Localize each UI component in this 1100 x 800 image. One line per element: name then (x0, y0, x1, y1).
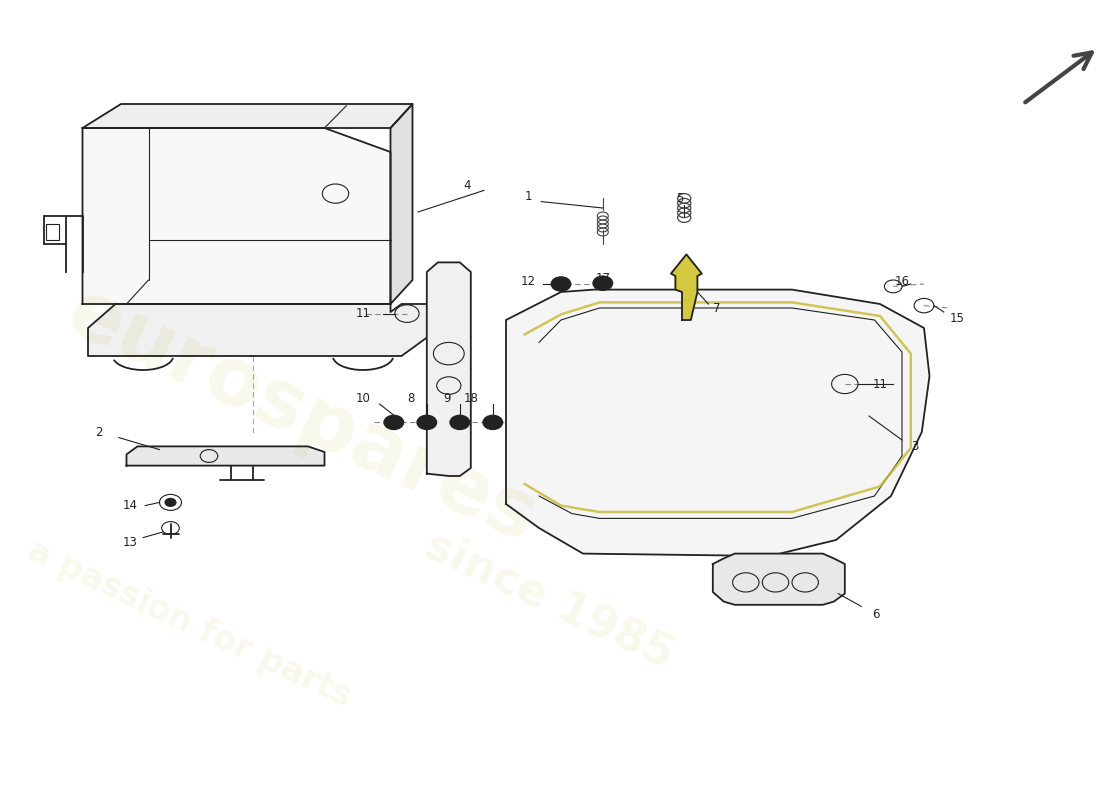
Text: 3: 3 (912, 440, 918, 453)
Text: 4: 4 (464, 179, 471, 192)
Polygon shape (427, 262, 471, 476)
Text: eurospares: eurospares (55, 273, 550, 559)
Text: 11: 11 (872, 378, 888, 390)
Text: 1: 1 (525, 190, 531, 202)
Circle shape (417, 415, 437, 430)
Text: 8: 8 (408, 392, 415, 405)
Circle shape (593, 276, 613, 290)
Polygon shape (506, 290, 930, 556)
Polygon shape (390, 104, 412, 304)
Text: 13: 13 (122, 536, 138, 549)
Circle shape (483, 415, 503, 430)
Polygon shape (82, 128, 390, 304)
Text: 9: 9 (443, 392, 450, 405)
Text: 5: 5 (676, 192, 683, 205)
Polygon shape (82, 104, 412, 128)
Text: 11: 11 (355, 307, 371, 320)
Text: 14: 14 (122, 499, 138, 512)
Polygon shape (88, 304, 429, 356)
Text: 17: 17 (595, 272, 610, 285)
Text: 16: 16 (894, 275, 910, 288)
Text: 7: 7 (714, 302, 720, 315)
Polygon shape (126, 446, 324, 466)
Circle shape (165, 498, 176, 506)
Text: a passion for parts: a passion for parts (22, 534, 356, 714)
Circle shape (450, 415, 470, 430)
Polygon shape (671, 254, 702, 320)
Text: 12: 12 (520, 275, 536, 288)
Circle shape (551, 277, 571, 291)
Bar (46, 224, 59, 240)
Text: 15: 15 (949, 312, 965, 325)
Text: 2: 2 (96, 426, 102, 438)
Circle shape (384, 415, 404, 430)
Text: 10: 10 (355, 392, 371, 405)
Text: since 1985: since 1985 (418, 524, 680, 676)
Text: 6: 6 (872, 608, 879, 621)
Text: 18: 18 (463, 392, 478, 405)
Polygon shape (713, 554, 845, 605)
